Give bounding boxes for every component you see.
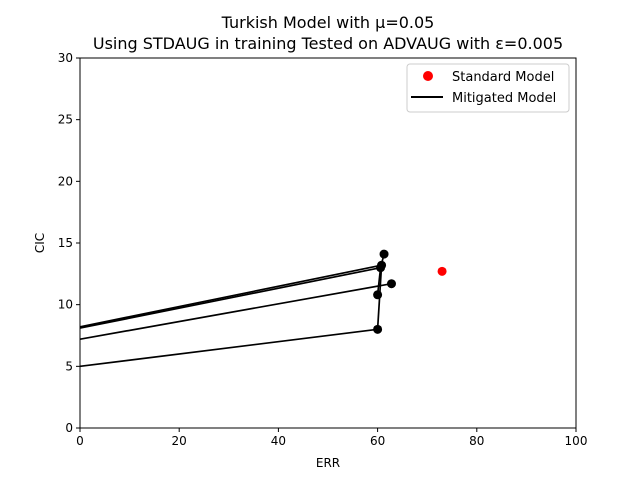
mitigated-model-point (376, 263, 386, 273)
standard-model-point (437, 266, 447, 276)
x-tick-label: 40 (271, 434, 286, 448)
y-tick-label: 5 (65, 359, 73, 373)
y-tick-label: 0 (65, 421, 73, 435)
mitigated-model-line-segment (80, 282, 392, 341)
axis-ticks: 0 20 40 60 80 100 0 5 10 15 20 25 30 (58, 51, 588, 448)
x-axis-label: ERR (316, 456, 340, 470)
mitigated-model-line-segment (80, 266, 381, 329)
y-tick-label: 10 (58, 298, 73, 312)
mitigated-model-point (373, 324, 383, 334)
y-tick-label: 20 (58, 174, 73, 188)
legend-label-mitigated-model: Mitigated Model (452, 91, 556, 106)
mitigated-model-point (379, 249, 389, 259)
x-tick-label: 20 (172, 434, 187, 448)
y-tick-label: 30 (58, 51, 73, 65)
x-tick-label: 0 (76, 434, 84, 448)
y-tick-label: 25 (58, 113, 73, 127)
chart-title-line1: Turkish Model with μ=0.05 (221, 13, 435, 32)
legend-label-standard-model: Standard Model (452, 70, 554, 85)
x-tick-label: 60 (370, 434, 385, 448)
mitigated-model-line-segment (80, 328, 378, 368)
mitigated-model-point (386, 279, 396, 289)
x-tick-label: 100 (565, 434, 588, 448)
legend: Standard Model Mitigated Model (406, 63, 570, 113)
mitigated-model-line-segment (376, 267, 382, 295)
legend-marker-standard-model (423, 71, 433, 81)
legend-box (406, 63, 570, 113)
data-marks (80, 249, 447, 368)
mitigated-model-point (373, 290, 383, 300)
y-tick-label: 15 (58, 236, 73, 250)
x-tick-label: 80 (469, 434, 484, 448)
mitigated-model-line-segment (80, 264, 382, 328)
chart-title-line2: Using STDAUG in training Tested on ADVAU… (93, 34, 563, 53)
y-axis-label: CIC (33, 233, 47, 253)
